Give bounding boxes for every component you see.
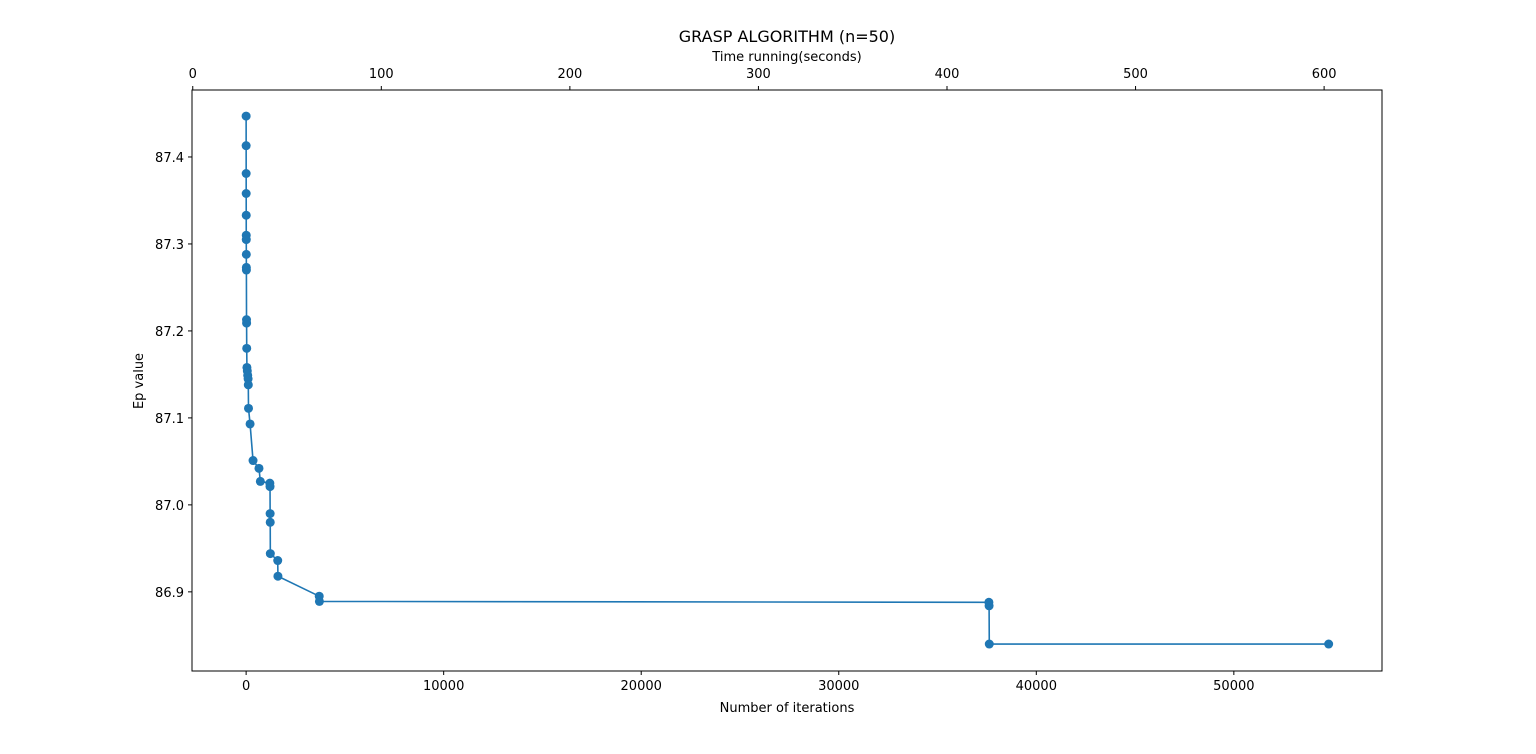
data-point [273,556,283,566]
x-tick-label: 30000 [818,679,859,694]
data-point [241,111,251,121]
data-point [265,509,275,519]
data-point [241,189,251,198]
data-point [241,235,251,245]
top-tick-label: 300 [746,67,771,82]
data-point [248,456,258,466]
y-tick-label: 87.3 [155,238,184,253]
axes: 0 10000 20000 30000 40000 50000 0 100 200 300 400 5… [155,67,1336,694]
y-tick-label: 87.4 [155,151,184,166]
top-tick-label: 100 [369,67,394,82]
chart-title: GRASP ALGORITHM (n=50) [679,27,895,46]
y-tick-label: 87.0 [155,499,184,514]
top-tick-label: 0 [189,67,197,82]
data-point [273,571,283,581]
x-tick-label: 10000 [423,679,464,694]
plot-marks [241,111,1334,649]
data-point [255,476,265,486]
data-point [314,596,324,606]
x-tick-label: 0 [242,679,250,694]
data-point [241,265,251,275]
data-point [245,419,255,429]
x-axis-label: Number of iterations [720,701,855,716]
x-tick-label: 50000 [1213,679,1254,694]
data-point [265,549,275,559]
plot-frame [191,89,1383,672]
y-tick-label: 87.2 [155,325,184,340]
data-point [254,463,264,473]
data-point [244,403,253,413]
top-tick-label: 400 [935,67,960,82]
x-tick-label: 20000 [621,679,662,694]
top-tick-label: 500 [1123,67,1148,82]
top-tick-label: 200 [557,67,582,82]
y-axis-label: Ep value [132,353,147,409]
data-point [241,141,251,151]
data-point [243,380,253,390]
data-point [242,318,252,328]
data-point [984,601,994,611]
data-point [265,517,275,527]
data-point [1324,639,1334,649]
data-point [241,169,251,178]
data-point [984,639,994,649]
data-point [242,343,252,353]
data-point [241,210,251,220]
data-point [265,482,275,492]
x-tick-label: 40000 [1016,679,1057,694]
y-tick-label: 86.9 [155,586,184,601]
top-tick-label: 600 [1312,67,1337,82]
data-point [241,249,251,259]
y-tick-label: 87.1 [155,412,184,427]
top-axis-label: Time running(seconds) [711,50,861,65]
